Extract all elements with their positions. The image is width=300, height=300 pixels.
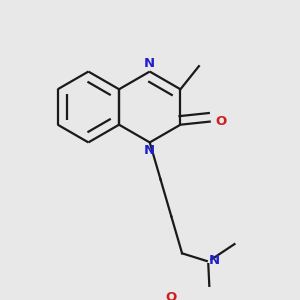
Text: N: N bbox=[144, 144, 155, 157]
Text: O: O bbox=[215, 115, 226, 128]
Text: O: O bbox=[165, 292, 177, 300]
Text: N: N bbox=[208, 254, 219, 267]
Text: N: N bbox=[144, 57, 155, 70]
